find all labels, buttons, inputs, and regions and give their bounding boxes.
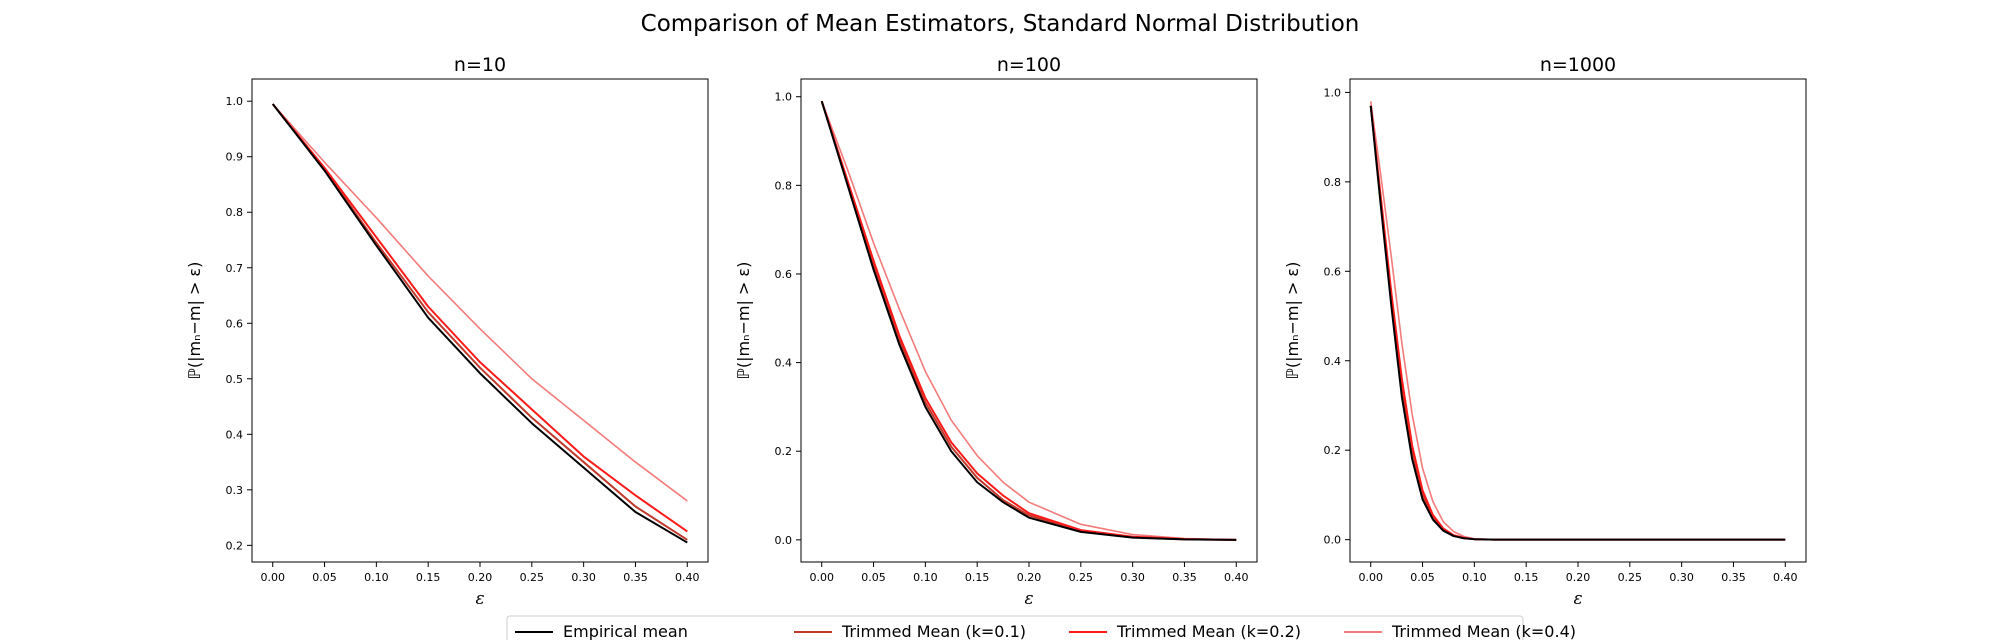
series-line-trimmed-mean-k-0-1 xyxy=(820,100,1237,541)
y-tick-label: 1.0 xyxy=(226,95,244,108)
subplot-title: n=1000 xyxy=(1540,54,1616,76)
y-tick-label: 0.8 xyxy=(775,179,793,192)
y-tick-label: 0.3 xyxy=(226,484,244,497)
x-tick-label: 0.20 xyxy=(1017,571,1042,584)
y-axis-label: ℙ(|mₙ−m| > ε) xyxy=(185,262,204,380)
x-axis-label: ε xyxy=(475,589,484,609)
x-tick-label: 0.20 xyxy=(468,571,493,584)
series-line-trimmed-mean-k-0-2 xyxy=(271,103,688,533)
y-tick-label: 0.2 xyxy=(226,539,244,552)
x-tick-label: 0.25 xyxy=(1618,571,1643,584)
series-line-trimmed-mean-k-0-4 xyxy=(1369,101,1786,541)
series-line-trimmed-mean-k-0-2 xyxy=(1369,105,1786,541)
y-tick-label: 0.2 xyxy=(775,445,793,458)
y-axis-label: ℙ(|mₙ−m| > ε) xyxy=(734,262,753,380)
x-tick-label: 0.15 xyxy=(965,571,990,584)
series-line-trimmed-mean-k-0-4 xyxy=(272,103,688,502)
series-line-empirical-mean xyxy=(1369,105,1786,541)
y-tick-label: 0.4 xyxy=(775,357,793,370)
y-tick-label: 1.0 xyxy=(1324,86,1342,99)
x-tick-label: 0.25 xyxy=(1069,571,1094,584)
x-tick-label: 0.40 xyxy=(1773,571,1798,584)
y-tick-label: 0.8 xyxy=(1324,176,1342,189)
plot-frame xyxy=(800,78,1258,563)
y-tick-label: 0.6 xyxy=(775,268,793,281)
x-tick-label: 0.10 xyxy=(913,571,938,584)
subplot-title: n=100 xyxy=(997,54,1061,76)
subplot-title: n=10 xyxy=(454,54,506,76)
y-tick-label: 0.0 xyxy=(1324,534,1342,547)
x-axis-label: ε xyxy=(1573,589,1582,609)
legend: Empirical mean Trimmed Mean (k=0.1) Trimme… xyxy=(506,615,1576,640)
series-line-trimmed-mean-k-0-2 xyxy=(820,100,1237,541)
x-tick-label: 0.15 xyxy=(416,571,441,584)
x-tick-label: 0.20 xyxy=(1566,571,1591,584)
x-tick-label: 0.30 xyxy=(1120,571,1145,584)
legend-label: Trimmed Mean (k=0.2) xyxy=(1116,622,1301,640)
x-tick-label: 0.30 xyxy=(571,571,596,584)
legend-label: Empirical mean xyxy=(563,622,688,640)
x-tick-label: 0.35 xyxy=(1721,571,1746,584)
x-axis-label: ε xyxy=(1024,589,1033,609)
x-tick-label: 0.05 xyxy=(1410,571,1435,584)
y-tick-label: 1.0 xyxy=(775,91,793,104)
x-tick-label: 0.10 xyxy=(1462,571,1487,584)
x-tick-label: 0.05 xyxy=(861,571,886,584)
plot-frame xyxy=(251,78,709,563)
subplot-3: n=1000 0.00 0.05 0.10 0.15 0.20 0.25 0.30 0.35 0.… xyxy=(1283,54,1807,609)
series-line-trimmed-mean-k-0-1 xyxy=(1369,105,1786,541)
y-tick-label: 0.8 xyxy=(226,206,244,219)
x-tick-label: 0.35 xyxy=(623,571,648,584)
x-tick-label: 0.30 xyxy=(1669,571,1694,584)
legend-label: Trimmed Mean (k=0.1) xyxy=(841,622,1026,640)
y-axis-label: ℙ(|mₙ−m| > ε) xyxy=(1283,262,1302,380)
x-tick-label: 0.40 xyxy=(675,571,700,584)
legend-label: Trimmed Mean (k=0.4) xyxy=(1391,622,1576,640)
x-tick-label: 0.05 xyxy=(312,571,337,584)
y-tick-label: 0.0 xyxy=(775,534,793,547)
x-tick-label: 0.00 xyxy=(260,571,285,584)
x-tick-label: 0.00 xyxy=(1358,571,1383,584)
legend-box xyxy=(506,615,1524,640)
series-line-trimmed-mean-k-0-4 xyxy=(820,100,1237,541)
x-tick-label: 0.15 xyxy=(1514,571,1539,584)
x-tick-label: 0.00 xyxy=(809,571,834,584)
y-tick-label: 0.6 xyxy=(226,317,244,330)
x-tick-label: 0.40 xyxy=(1224,571,1249,584)
series-line-empirical-mean xyxy=(820,100,1237,541)
y-tick-label: 0.6 xyxy=(1324,265,1342,278)
y-tick-label: 0.7 xyxy=(226,262,244,275)
x-tick-label: 0.10 xyxy=(364,571,389,584)
y-tick-label: 0.9 xyxy=(226,151,244,164)
y-tick-label: 0.2 xyxy=(1324,444,1342,457)
y-tick-label: 0.5 xyxy=(226,373,244,386)
x-tick-label: 0.35 xyxy=(1172,571,1197,584)
figure-title: Comparison of Mean Estimators, Standard … xyxy=(641,11,1360,37)
plot-frame xyxy=(1349,78,1807,563)
x-tick-label: 0.25 xyxy=(520,571,545,584)
y-tick-label: 0.4 xyxy=(1324,355,1342,368)
subplot-2: n=100 0.00 0.05 0.10 0.15 0.20 0.25 0.30 0.35 0.4… xyxy=(734,54,1258,609)
subplot-1: n=100.00 0.05 0.10 0.15 0.20 0.25 0.30 0.35 0.40… xyxy=(185,54,709,609)
series-line-empirical-mean xyxy=(271,103,688,544)
y-tick-label: 0.4 xyxy=(226,428,244,441)
series-line-trimmed-mean-k-0-1 xyxy=(271,103,688,541)
